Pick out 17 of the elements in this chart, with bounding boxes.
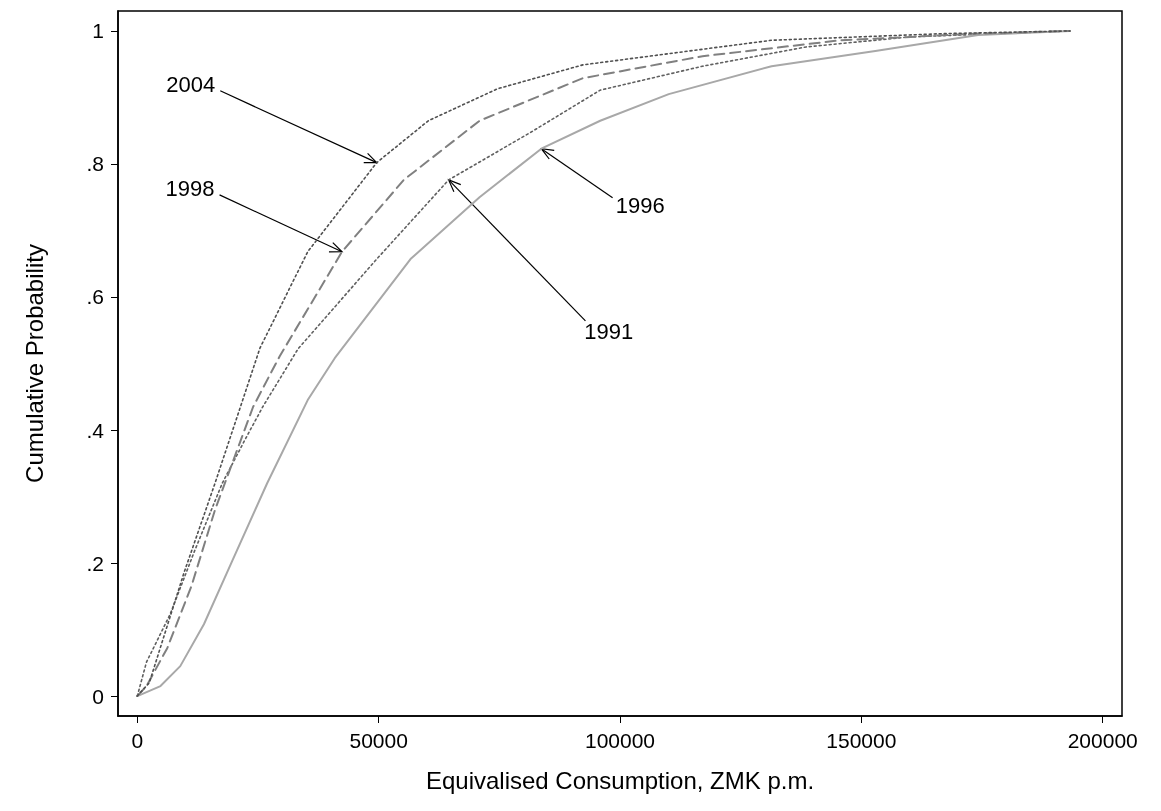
annotation: 1998 — [165, 176, 215, 202]
y-axis-title: Cumulative Probability — [20, 244, 48, 483]
y-tick-label: .2 — [86, 551, 104, 575]
y-tick-label: 1 — [92, 19, 104, 43]
x-tick-label: 150000 — [826, 729, 897, 752]
y-tick-label: .8 — [86, 152, 104, 176]
annotation: 1996 — [615, 193, 665, 219]
x-axis-title: Equivalised Consumption, ZMK p.m. — [425, 766, 815, 794]
y-tick-label: 0 — [92, 684, 104, 708]
x-tick-label: 50000 — [349, 729, 408, 752]
x-tick-label: 200000 — [1067, 729, 1138, 752]
annotation: 1991 — [584, 319, 634, 345]
y-tick-label: .4 — [86, 418, 105, 442]
x-tick-label: 100000 — [584, 729, 656, 752]
x-tick-label: 0 — [131, 729, 144, 752]
y-tick-label: .6 — [86, 285, 104, 309]
annotation: 2004 — [166, 72, 216, 98]
